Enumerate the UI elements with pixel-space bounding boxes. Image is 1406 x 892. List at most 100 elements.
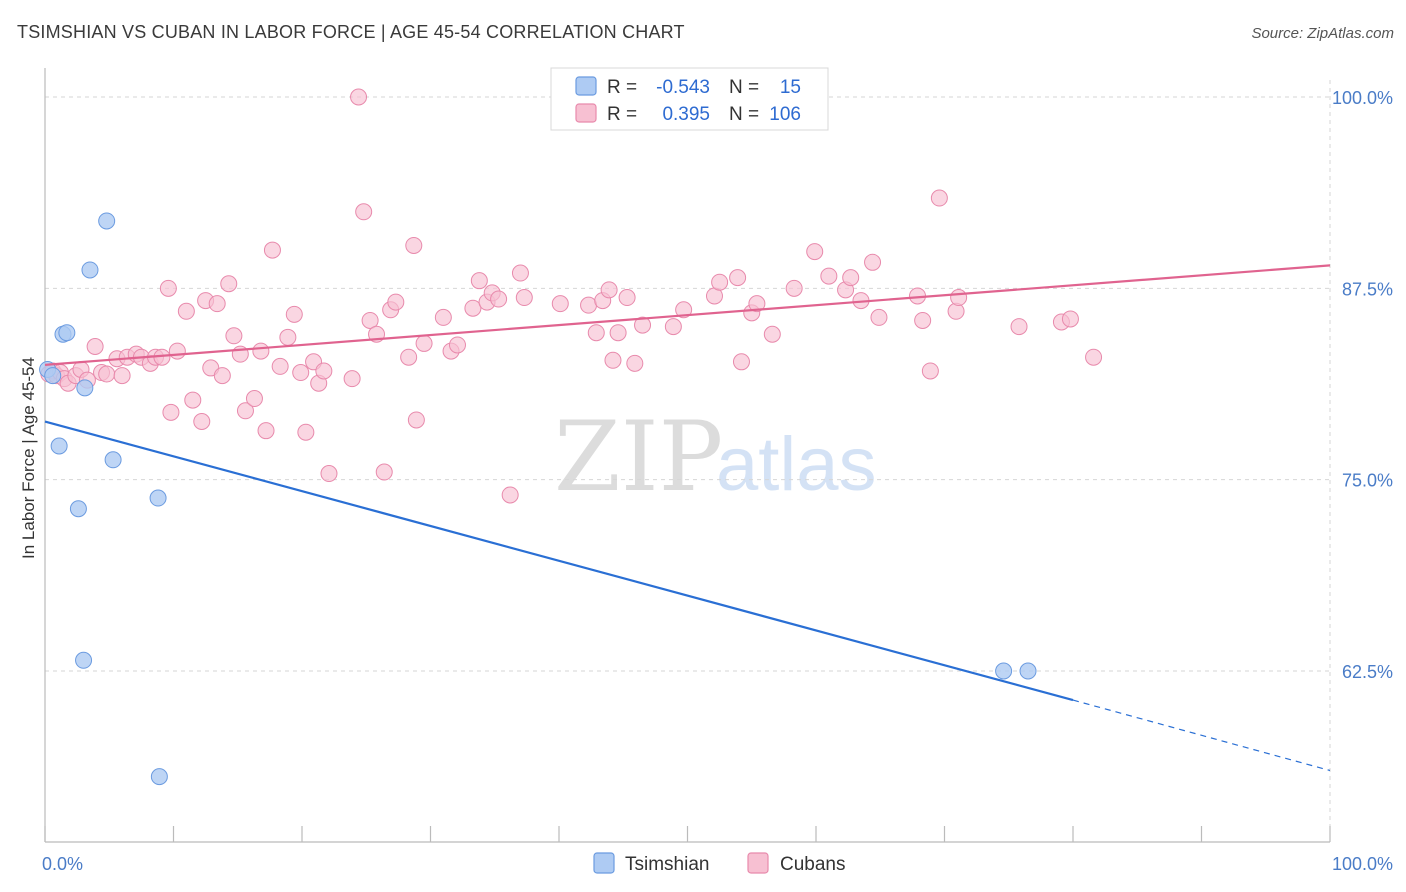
stats-legend: R = -0.543 N = 15 R = 0.395 N = 106	[550, 67, 829, 131]
legend-swatch-tsimshian	[575, 76, 597, 96]
point-cubans-100	[930, 189, 948, 207]
y-tick-labels: 62.5% 75.0% 87.5% 100.0%	[1332, 88, 1393, 682]
point-cubans-106	[1085, 348, 1103, 366]
point-cubans-105	[1061, 310, 1079, 328]
bottom-legend-swatch-cubans	[747, 852, 769, 874]
point-cubans-38	[271, 357, 289, 375]
point-cubans-85	[732, 353, 750, 371]
point-cubans-58	[415, 334, 433, 352]
series-tsimshian-points	[39, 212, 1037, 786]
point-cubans-59	[434, 308, 452, 326]
point-cubans-61	[448, 336, 466, 354]
bottom-legend-label-tsimshian: Tsimshian	[625, 854, 709, 875]
point-cubans-36	[257, 422, 275, 440]
point-cubans-47	[343, 370, 361, 388]
point-cubans-20	[159, 279, 177, 297]
point-cubans-80	[664, 318, 682, 336]
point-cubans-98	[914, 311, 932, 329]
point-cubans-93	[842, 269, 860, 287]
point-cubans-103	[1010, 318, 1028, 336]
y-tick-label-2: 87.5%	[1342, 279, 1393, 299]
legend-r-value-tsimshian: -0.543	[656, 77, 710, 98]
watermark: ZIP atlas	[554, 401, 877, 513]
point-cubans-30	[220, 275, 238, 293]
point-cubans-87	[748, 295, 766, 313]
point-cubans-74	[600, 281, 618, 299]
point-cubans-11	[98, 365, 116, 383]
point-cubans-69	[515, 289, 533, 307]
point-cubans-37	[263, 241, 281, 259]
bottom-legend: Tsimshian Cubans	[593, 852, 846, 875]
point-cubans-24	[184, 391, 202, 409]
bottom-legend-swatch-tsimshian	[593, 852, 615, 874]
point-cubans-67	[501, 486, 519, 504]
point-cubans-45	[315, 362, 333, 380]
point-cubans-28	[208, 295, 226, 313]
point-cubans-29	[213, 367, 231, 385]
legend-r-value-cubans: 0.395	[662, 104, 710, 125]
point-tsimshian-8	[98, 212, 116, 230]
legend-swatch-cubans	[575, 103, 597, 123]
y-axis-label: In Labor Force | Age 45-54	[19, 357, 38, 559]
point-cubans-76	[609, 324, 627, 342]
point-cubans-23	[177, 302, 195, 320]
point-tsimshian-4	[58, 324, 76, 342]
legend-n-label-tsimshian: N =	[729, 77, 759, 98]
chart-title: TSIMSHIAN VS CUBAN IN LABOR FORCE | AGE …	[17, 22, 685, 42]
point-cubans-99	[921, 362, 939, 380]
point-cubans-84	[729, 269, 747, 287]
legend-r-label-tsimshian: R =	[607, 77, 637, 98]
legend-n-value-cubans: 106	[769, 104, 801, 125]
point-cubans-95	[864, 253, 882, 271]
point-cubans-25	[193, 413, 211, 431]
point-cubans-56	[405, 236, 423, 254]
point-tsimshian-2	[50, 437, 68, 455]
point-cubans-63	[470, 272, 488, 290]
point-cubans-55	[400, 348, 418, 366]
point-cubans-78	[626, 354, 644, 372]
y-tick-label-1: 75.0%	[1342, 471, 1393, 491]
point-cubans-102	[950, 289, 968, 307]
point-cubans-54	[387, 293, 405, 311]
point-tsimshian-5	[69, 500, 87, 518]
point-cubans-9	[86, 337, 104, 355]
trend-lines	[44, 264, 1331, 772]
point-cubans-88	[763, 325, 781, 343]
legend-n-label-cubans: N =	[729, 104, 759, 125]
point-cubans-46	[320, 465, 338, 483]
point-tsimshian-12	[149, 489, 167, 507]
point-cubans-89	[785, 279, 803, 297]
point-cubans-81	[675, 301, 693, 319]
point-cubans-83	[711, 273, 729, 291]
point-tsimshian-14	[1019, 662, 1037, 680]
point-cubans-21	[162, 403, 180, 421]
watermark-zip: ZIP	[554, 401, 723, 513]
point-tsimshian-6	[76, 379, 94, 397]
point-cubans-91	[820, 267, 838, 285]
point-cubans-75	[604, 351, 622, 369]
point-cubans-77	[618, 289, 636, 307]
point-cubans-49	[355, 203, 373, 221]
point-tsimshian-9	[104, 451, 122, 469]
x-tick-labels: 0.0% 100.0%	[42, 854, 1393, 874]
bottom-legend-label-cubans: Cubans	[780, 854, 846, 875]
point-cubans-22	[168, 342, 186, 360]
trendline-tsimshian	[44, 420, 1074, 702]
point-cubans-42	[297, 423, 315, 441]
point-cubans-66	[490, 290, 508, 308]
y-tick-label-0: 62.5%	[1342, 662, 1393, 682]
x-tick-label-0: 0.0%	[42, 854, 83, 874]
point-cubans-62	[464, 299, 482, 317]
point-cubans-33	[236, 402, 254, 420]
point-cubans-50	[361, 311, 379, 329]
point-cubans-40	[285, 305, 303, 323]
point-cubans-39	[279, 328, 297, 346]
point-cubans-57	[407, 411, 425, 429]
point-cubans-68	[511, 264, 529, 282]
axes	[44, 68, 1331, 843]
point-cubans-31	[225, 327, 243, 345]
point-tsimshian-1	[44, 367, 62, 385]
point-tsimshian-10	[75, 651, 93, 669]
point-tsimshian-13	[995, 662, 1013, 680]
